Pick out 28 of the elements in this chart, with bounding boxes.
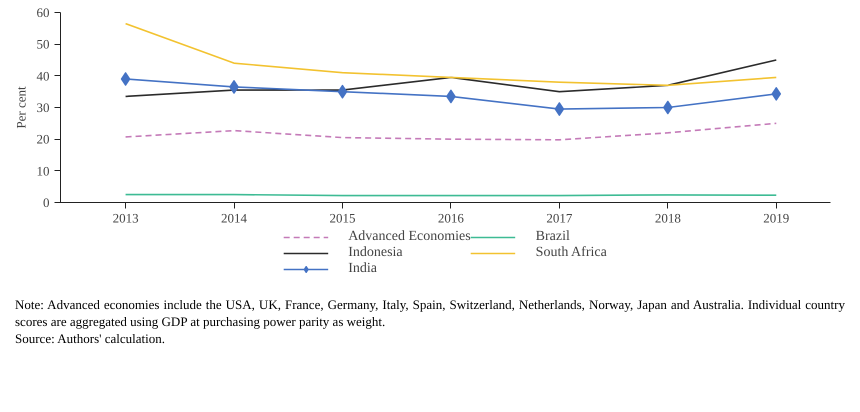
y-tick-label: 0 (43, 195, 50, 210)
point (120, 72, 130, 86)
text: Note: Advanced economies include the USA, UK, France, Germany, Italy, Spain, Switzerland, Netherlands, Norway, Japan and Australia. Individual country scores are aggregated using GDP at purchasing power parity as weight. (15, 296, 845, 330)
x-tick-label: 2016 (438, 210, 464, 226)
legend-label: Brazil (536, 229, 570, 245)
line-series (124, 59, 778, 98)
y-axis-title: Per cent (14, 86, 28, 129)
y-tick-label: 60 (36, 5, 50, 20)
y-tick-label: 20 (36, 132, 50, 147)
line-series (124, 22, 778, 86)
y-tick-label: 10 (36, 163, 50, 178)
y-tick-label: 50 (36, 36, 50, 52)
x-tick-label: 2013 (112, 210, 139, 226)
source-note: Source: Authors' calculation. (15, 330, 166, 347)
point (662, 100, 673, 114)
legend-label: Advanced Economies (348, 229, 471, 245)
point (771, 86, 782, 101)
legend-label: India (348, 261, 377, 277)
x-tick-label: 2019 (763, 210, 790, 226)
legend-label: South Africa (536, 245, 607, 261)
legend-label: Indonesia (348, 245, 403, 261)
x-tick-label: 2015 (329, 210, 356, 226)
x-tick-label: 2014 (221, 210, 248, 226)
y-tick-label: 40 (36, 68, 50, 84)
line-series (124, 122, 778, 141)
x-tick-label: 2018 (654, 210, 681, 226)
x-tick-label: 2017 (546, 210, 573, 226)
y-tick-label: 30 (36, 100, 50, 115)
